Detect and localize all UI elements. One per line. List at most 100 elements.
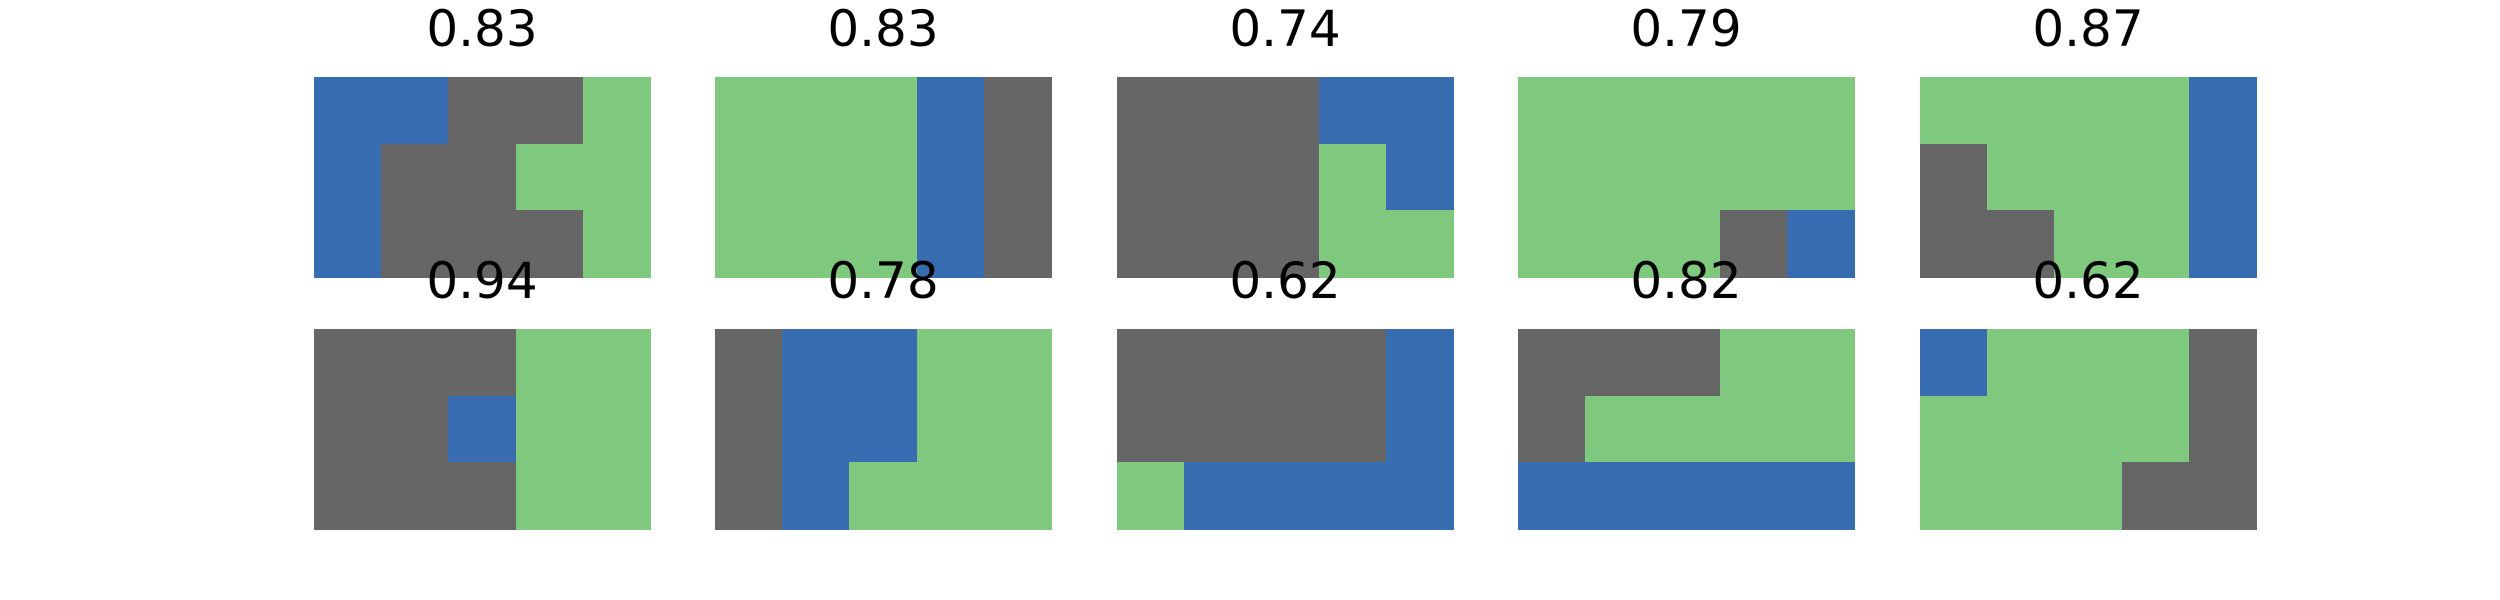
- grid-cell-green: [2121, 210, 2190, 278]
- grid-cell-green: [1318, 143, 1387, 211]
- grid-cell-blue: [916, 143, 985, 211]
- grid-cell-blue: [2188, 210, 2257, 278]
- grid-cell-green: [2121, 395, 2190, 463]
- grid-cell-green: [1318, 210, 1387, 278]
- grid-cell-green: [1786, 329, 1855, 397]
- grid-cell-gray: [2188, 329, 2257, 397]
- panel-title: 0.87: [2032, 0, 2144, 58]
- grid-cell-gray: [1652, 329, 1721, 397]
- grid-cell-blue: [1786, 462, 1855, 530]
- grid-cell-blue: [1385, 77, 1454, 145]
- grid-cell-green: [849, 210, 918, 278]
- grid-cell-blue: [1719, 462, 1788, 530]
- grid-cell-gray: [314, 395, 382, 463]
- grid-cell-blue: [1318, 462, 1387, 530]
- grid-cell-blue: [916, 77, 985, 145]
- grid-panel: [1518, 329, 1855, 530]
- grid-cell-gray: [1318, 395, 1387, 463]
- grid-cell-blue: [2188, 143, 2257, 211]
- grid-cell-gray: [1117, 77, 1185, 145]
- grid-cell-green: [2054, 329, 2123, 397]
- grid-cell-green: [1117, 462, 1185, 530]
- grid-cell-gray: [983, 210, 1052, 278]
- grid-cell-green: [782, 77, 850, 145]
- grid-cell-gray: [381, 210, 449, 278]
- grid-cell-gray: [1117, 143, 1185, 211]
- grid-cell-green: [715, 77, 783, 145]
- grid-cell-gray: [381, 462, 449, 530]
- grid-cell-gray: [1987, 210, 2055, 278]
- panel-title: 0.62: [2032, 252, 2144, 310]
- grid-cell-green: [2121, 77, 2190, 145]
- grid-cell-green: [1652, 77, 1721, 145]
- grid-panel: [715, 329, 1052, 530]
- grid-cell-gray: [1251, 329, 1320, 397]
- grid-cell-green: [2054, 143, 2123, 211]
- grid-cell-gray: [2188, 395, 2257, 463]
- grid-cell-green: [1518, 77, 1586, 145]
- grid-cell-gray: [515, 77, 584, 145]
- grid-cell-green: [1585, 77, 1653, 145]
- grid-cell-green: [582, 143, 651, 211]
- grid-cell-green: [515, 143, 584, 211]
- grid-cell-gray: [1184, 143, 1252, 211]
- grid-panel: [1117, 77, 1454, 278]
- grid-cell-blue: [1385, 462, 1454, 530]
- grid-cell-gray: [448, 329, 517, 397]
- grid-cell-gray: [448, 462, 517, 530]
- grid-cell-green: [582, 462, 651, 530]
- grid-cell-green: [1987, 462, 2055, 530]
- grid-cell-gray: [2188, 462, 2257, 530]
- grid-cell-green: [1652, 210, 1721, 278]
- grid-cell-green: [715, 143, 783, 211]
- grid-cell-blue: [448, 395, 517, 463]
- grid-cell-gray: [381, 395, 449, 463]
- grid-cell-gray: [381, 329, 449, 397]
- grid-cell-green: [1518, 143, 1586, 211]
- grid-cell-gray: [1251, 210, 1320, 278]
- grid-cell-blue: [1920, 329, 1988, 397]
- grid-cell-green: [1987, 329, 2055, 397]
- grid-cell-green: [1920, 462, 1988, 530]
- grid-cell-blue: [314, 143, 382, 211]
- grid-cell-blue: [782, 462, 850, 530]
- grid-cell-blue: [916, 210, 985, 278]
- grid-cell-blue: [1251, 462, 1320, 530]
- grid-cell-green: [1719, 395, 1788, 463]
- grid-cell-blue: [1318, 77, 1387, 145]
- grid-cell-green: [1652, 395, 1721, 463]
- grid-cell-gray: [314, 462, 382, 530]
- grid-cell-green: [983, 462, 1052, 530]
- grid-cell-gray: [715, 329, 783, 397]
- grid-cell-blue: [1652, 462, 1721, 530]
- grid-cell-green: [2121, 143, 2190, 211]
- grid-cell-gray: [715, 395, 783, 463]
- grid-cell-green: [1652, 143, 1721, 211]
- grid-cell-gray: [1184, 395, 1252, 463]
- grid-cell-blue: [1385, 143, 1454, 211]
- grid-cell-gray: [1318, 329, 1387, 397]
- grid-cell-green: [916, 329, 985, 397]
- grid-cell-green: [1385, 210, 1454, 278]
- grid-cell-gray: [314, 329, 382, 397]
- grid-cell-gray: [381, 143, 449, 211]
- grid-cell-gray: [983, 143, 1052, 211]
- panel-title: 0.62: [1229, 252, 1341, 310]
- grid-cell-green: [1518, 210, 1586, 278]
- grid-cell-gray: [2121, 462, 2190, 530]
- grid-cell-gray: [1117, 395, 1185, 463]
- grid-cell-green: [582, 210, 651, 278]
- grid-cell-green: [582, 395, 651, 463]
- grid-cell-gray: [715, 462, 783, 530]
- grid-cell-blue: [1184, 462, 1252, 530]
- grid-cell-gray: [515, 210, 584, 278]
- panel-title: 0.83: [426, 0, 538, 58]
- grid-cell-green: [2054, 462, 2123, 530]
- grid-cell-green: [1786, 143, 1855, 211]
- grid-cell-gray: [1117, 210, 1185, 278]
- grid-cell-green: [1987, 143, 2055, 211]
- grid-cell-green: [515, 462, 584, 530]
- grid-cell-green: [782, 210, 850, 278]
- grid-cell-green: [1920, 395, 1988, 463]
- grid-cell-green: [1786, 395, 1855, 463]
